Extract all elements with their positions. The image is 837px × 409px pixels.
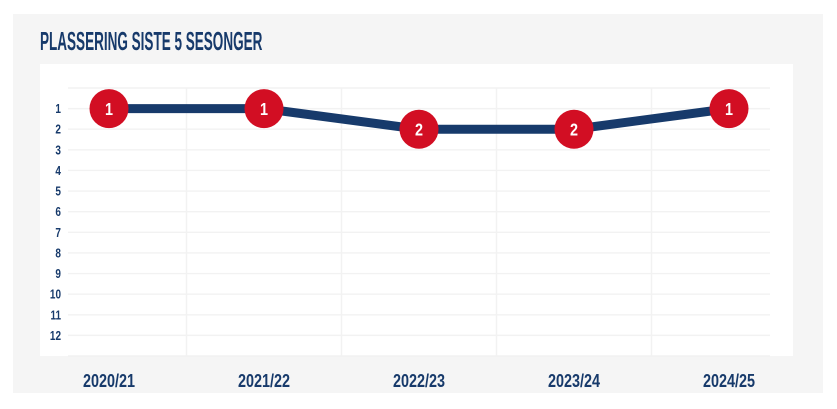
x-tick-label: 2020/21 — [82, 371, 136, 391]
data-point-marker[interactable] — [554, 109, 594, 149]
data-point-marker[interactable] — [399, 109, 439, 149]
x-tick-label: 2022/23 — [392, 371, 446, 391]
y-tick-label: 8 — [55, 247, 61, 260]
marker-value-label: 2 — [570, 120, 578, 140]
y-tick-label: 9 — [55, 268, 61, 281]
y-tick-label: 10 — [50, 289, 61, 302]
marker-value-label: 1 — [260, 100, 268, 120]
x-tick-label: 2021/22 — [237, 371, 291, 391]
data-point-marker[interactable] — [244, 89, 284, 129]
data-point-marker[interactable] — [89, 89, 129, 129]
y-tick-label: 7 — [55, 227, 61, 240]
data-point-marker[interactable] — [709, 89, 749, 129]
y-tick-label: 11 — [50, 309, 61, 322]
y-tick-label: 6 — [55, 206, 61, 219]
chart-title: PLASSERING SISTE 5 SESONGER — [40, 26, 263, 56]
chart-panel: PLASSERING SISTE 5 SESONGER 1 2 3 4 5 6 7 8 9 10 1… — [13, 14, 823, 393]
y-tick-label: 4 — [55, 165, 61, 178]
x-tick-label: 2024/25 — [702, 371, 756, 391]
y-tick-label: 12 — [50, 330, 61, 343]
marker-value-label: 2 — [415, 120, 423, 140]
y-tick-label: 5 — [55, 186, 61, 199]
x-tick-label: 2023/24 — [547, 371, 601, 391]
marker-value-label: 1 — [105, 100, 113, 120]
y-tick-label: 3 — [55, 144, 61, 157]
marker-value-label: 1 — [725, 100, 733, 120]
plot-area: 1 2 3 4 5 6 7 8 9 10 11 12 1 1 2 2 1 — [40, 64, 793, 357]
x-axis-labels: 2020/21 2021/22 2022/23 2023/24 2024/25 — [13, 371, 823, 391]
y-tick-label: 1 — [55, 103, 61, 116]
y-tick-label: 2 — [55, 124, 61, 137]
